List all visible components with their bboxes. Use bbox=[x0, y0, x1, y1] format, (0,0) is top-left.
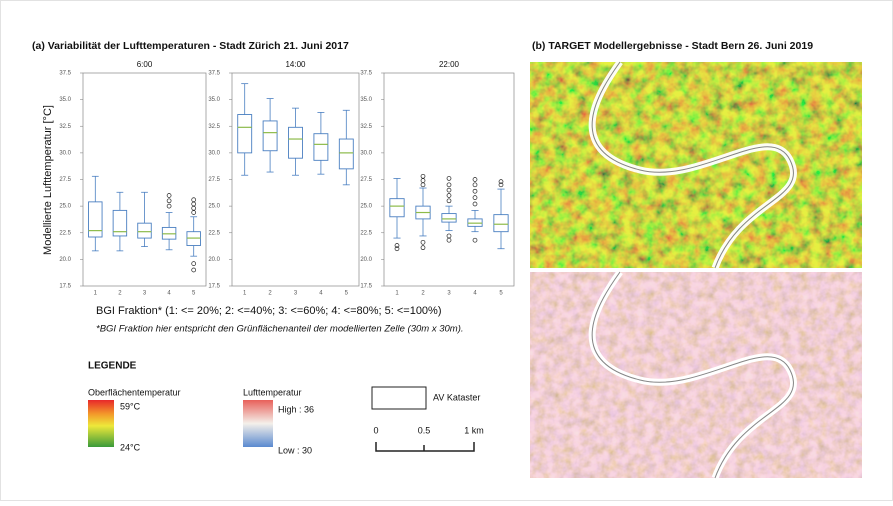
y-tick-label: 30.0 bbox=[59, 150, 71, 156]
legend-swatch bbox=[372, 387, 426, 409]
panel-a-title: (a) Variabilität der Lufttemperaturen - … bbox=[32, 40, 349, 52]
legend-gradient bbox=[88, 400, 114, 447]
y-tick-label: 37.5 bbox=[208, 71, 220, 77]
y-tick-label: 20.0 bbox=[208, 257, 220, 263]
subplot-title: 6:00 bbox=[137, 60, 153, 69]
legend-label: Lufttemperatur bbox=[243, 387, 302, 397]
legend-label: AV Kataster bbox=[433, 392, 480, 402]
y-tick-label: 35.0 bbox=[208, 97, 220, 103]
y-tick-label: 22.5 bbox=[208, 230, 220, 236]
legend-label: Low : 30 bbox=[278, 445, 312, 455]
y-tick-label: 32.5 bbox=[59, 124, 71, 130]
legend-gradient bbox=[243, 400, 273, 447]
y-tick-label: 22.5 bbox=[59, 230, 71, 236]
scale-label: 0.5 bbox=[418, 425, 431, 435]
y-tick-label: 37.5 bbox=[59, 71, 71, 77]
x-axis-label: BGI Fraktion* (1: <= 20%; 2: <=40%; 3: <… bbox=[96, 305, 442, 317]
y-tick-label: 32.5 bbox=[360, 124, 372, 130]
scale-label: 1 km bbox=[464, 425, 484, 435]
y-tick-label: 17.5 bbox=[59, 284, 71, 290]
subplot-title: 14:00 bbox=[285, 60, 306, 69]
y-tick-label: 17.5 bbox=[360, 284, 372, 290]
y-tick-label: 25.0 bbox=[59, 204, 71, 210]
y-tick-label: 27.5 bbox=[208, 177, 220, 183]
footnote: *BGI Fraktion hier entspricht den Grünfl… bbox=[96, 324, 464, 335]
legend-label: 59°C bbox=[120, 401, 141, 411]
y-tick-label: 35.0 bbox=[360, 97, 372, 103]
y-tick-label: 27.5 bbox=[59, 177, 71, 183]
plot-area bbox=[232, 73, 359, 286]
y-tick-label: 35.0 bbox=[59, 97, 71, 103]
y-axis-label: Modellierte Lufttemperatur [°C] bbox=[42, 105, 54, 255]
subplot-title: 22:00 bbox=[439, 60, 460, 69]
y-tick-label: 30.0 bbox=[208, 150, 220, 156]
y-tick-label: 17.5 bbox=[208, 284, 220, 290]
panel-b-title: (b) TARGET Modellergebnisse - Stadt Bern… bbox=[532, 40, 813, 52]
y-tick-label: 27.5 bbox=[360, 177, 372, 183]
map-surface bbox=[530, 62, 862, 268]
scale-label: 0 bbox=[373, 425, 378, 435]
legend-label: High : 36 bbox=[278, 404, 314, 414]
plot-area bbox=[83, 73, 206, 286]
y-tick-label: 20.0 bbox=[360, 257, 372, 263]
y-tick-label: 37.5 bbox=[360, 71, 372, 77]
map-air bbox=[530, 272, 862, 478]
y-tick-label: 25.0 bbox=[360, 204, 372, 210]
y-tick-label: 30.0 bbox=[360, 150, 372, 156]
y-tick-label: 22.5 bbox=[360, 230, 372, 236]
legend-label: Oberflächentemperatur bbox=[88, 387, 181, 397]
legend-label: 24°C bbox=[120, 442, 141, 452]
y-tick-label: 25.0 bbox=[208, 204, 220, 210]
y-tick-label: 32.5 bbox=[208, 124, 220, 130]
figure: (a) Variabilität der Lufttemperaturen - … bbox=[0, 0, 893, 501]
legend-title: LEGENDE bbox=[88, 361, 137, 372]
plot-area bbox=[384, 73, 514, 286]
y-tick-label: 20.0 bbox=[59, 257, 71, 263]
